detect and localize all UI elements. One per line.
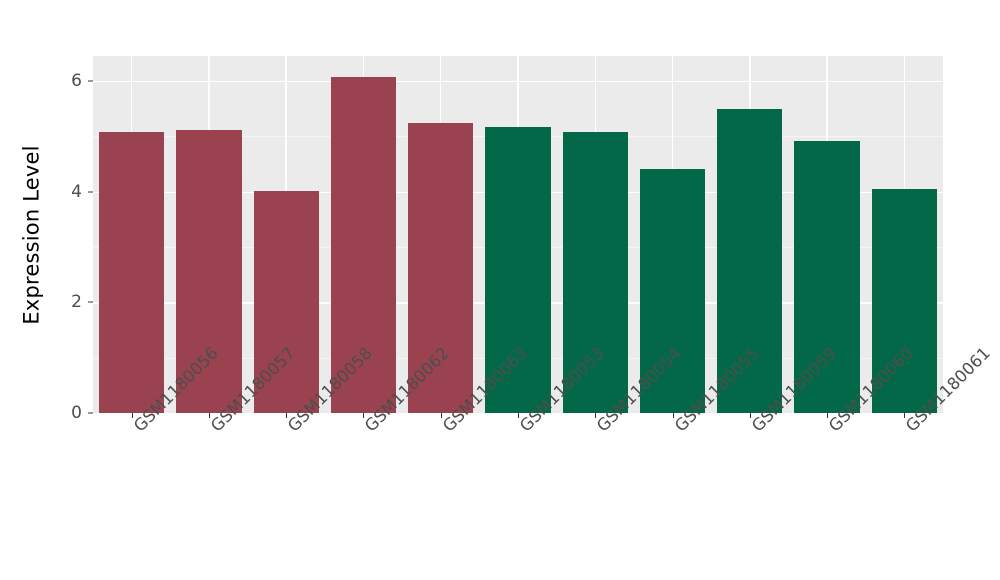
x-tick-mark [595,413,597,418]
x-tick-mark [208,413,210,418]
y-tick-label: 4 [71,181,82,202]
x-tick-mark [440,413,442,418]
x-tick-label: GSM1180061 [902,343,995,436]
x-tick-label: GSM1180054 [593,344,685,436]
x-tick-mark [131,413,133,418]
bar [871,188,937,413]
x-tick-label: GSM1180056 [130,344,222,436]
x-tick-label: GSM1180058 [284,344,376,436]
x-tick-mark [363,413,365,418]
x-tick-mark [286,413,288,418]
y-axis: 0 2 4 6 [32,0,93,580]
bar [330,77,397,413]
x-tick-label: GSM1180057 [207,344,299,436]
bar [253,190,319,413]
bar [408,122,474,413]
x-tick-mark [749,413,751,418]
y-tick-label: 6 [71,70,82,91]
x-tick-mark [904,413,906,418]
bar [562,131,628,413]
x-tick-mark [827,413,829,418]
x-tick-label: GSM1180059 [748,344,840,436]
bar [98,131,165,413]
bar [176,129,242,413]
x-tick-label: GSM1180053 [516,344,608,436]
y-tick-label: 2 [71,292,82,313]
bar [485,126,551,413]
plot-panel [93,56,943,413]
x-tick-label: GSM1180062 [361,344,453,436]
bar [639,169,706,413]
x-tick-mark [672,413,674,418]
bar [794,140,860,413]
x-tick-label: GSM1180055 [671,344,763,436]
x-tick-mark [518,413,519,418]
y-tick-mark [88,191,93,193]
y-tick-mark [88,301,93,303]
bar-series [93,56,943,413]
y-tick-label: 0 [71,403,82,423]
bar [717,109,783,413]
y-tick-mark [88,412,93,414]
y-tick-mark [88,80,93,82]
x-tick-label: GSM1180060 [825,344,917,436]
x-tick-label: GSM1180063 [439,344,531,436]
x-axis: GSM1180056GSM1180057GSM1180058GSM1180062… [93,343,995,580]
